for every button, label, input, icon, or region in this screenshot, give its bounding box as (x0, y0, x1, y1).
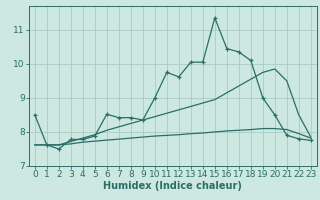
X-axis label: Humidex (Indice chaleur): Humidex (Indice chaleur) (103, 181, 242, 191)
